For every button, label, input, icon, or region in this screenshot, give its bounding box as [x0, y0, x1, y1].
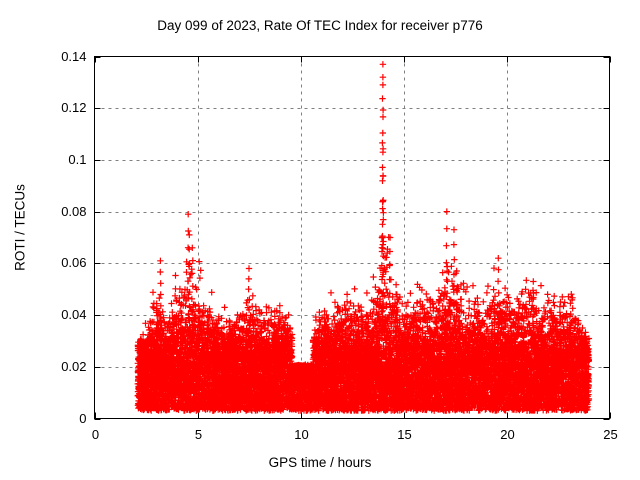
x-tick-label: 0	[91, 426, 100, 442]
y-tick-label: 0.06	[61, 254, 87, 270]
y-axis-label: ROTI / TECUs	[12, 184, 28, 271]
x-tick-label: 10	[294, 426, 309, 442]
y-tick-label: 0.02	[61, 358, 87, 374]
y-tick-label: 0.14	[61, 48, 87, 64]
x-axis-label: GPS time / hours	[268, 455, 372, 470]
scatter-markers	[134, 61, 593, 414]
y-tick-label: 0.1	[68, 151, 87, 167]
y-tick-label: 0.12	[61, 99, 87, 115]
x-tick-label: 5	[194, 426, 203, 442]
data-points	[134, 61, 593, 414]
tick-marks	[94, 56, 611, 420]
x-tick-label: 25	[603, 426, 618, 442]
plot-frame	[94, 56, 610, 419]
x-tick-label: 20	[500, 426, 515, 442]
x-tick-label: 15	[397, 426, 412, 442]
y-tick-label: 0.04	[61, 306, 87, 322]
y-tick-label: 0	[79, 410, 87, 426]
page-title: Day 099 of 2023, Rate Of TEC Index for r…	[157, 18, 483, 33]
y-tick-label: 0.08	[61, 203, 87, 219]
